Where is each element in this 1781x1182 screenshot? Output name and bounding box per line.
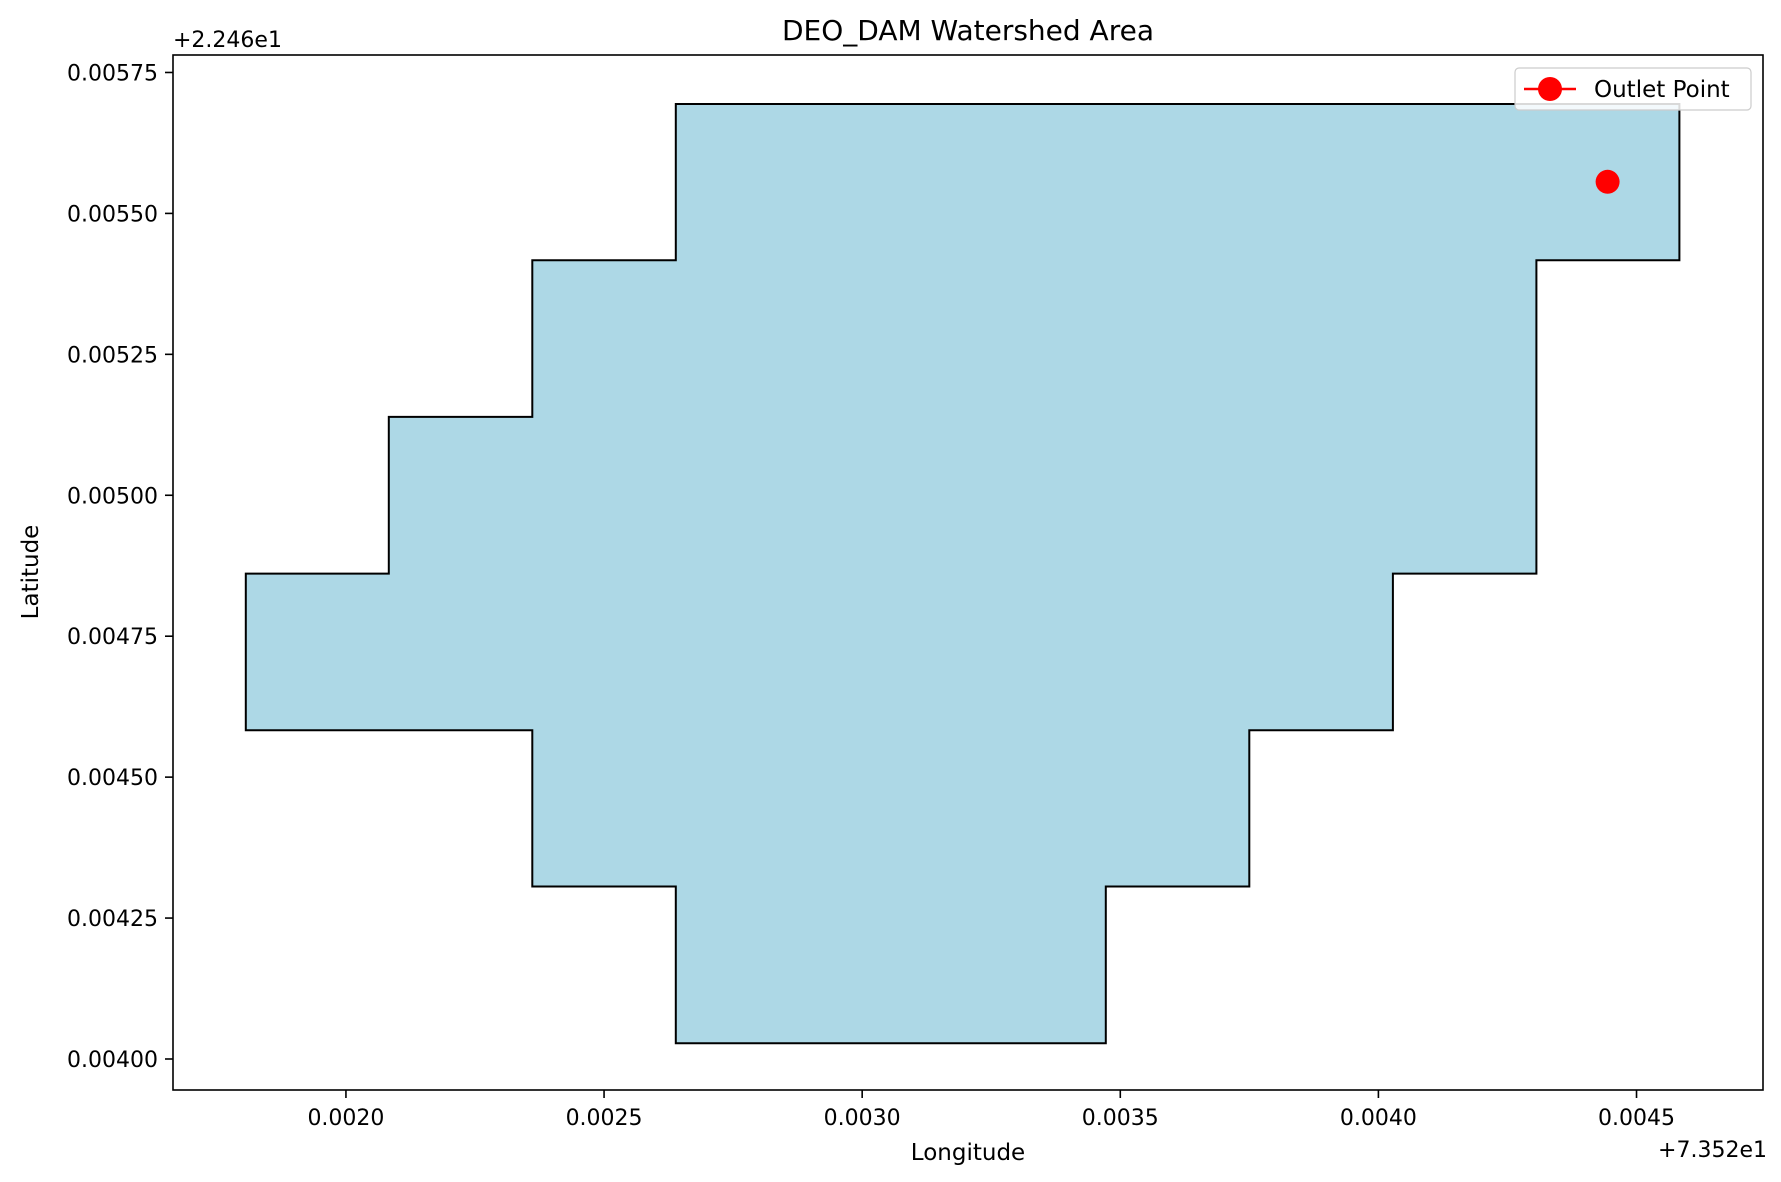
x-tick-label: 0.0035 (1082, 1106, 1159, 1131)
y-axis-label: Latitude (18, 525, 44, 620)
y-tick-label: 0.00500 (67, 484, 158, 509)
x-tick-label: 0.0025 (566, 1106, 643, 1131)
legend-label: Outlet Point (1594, 77, 1730, 103)
legend: Outlet Point (1514, 67, 1752, 111)
y-tick-label: 0.00525 (67, 343, 158, 368)
y-tick-label: 0.00475 (67, 625, 158, 650)
y-tick-label: 0.00575 (67, 61, 158, 86)
x-axis-label: Longitude (911, 1140, 1025, 1166)
outlet-point-marker (1595, 169, 1620, 194)
watershed-polygon (244, 103, 1681, 1045)
legend-box (1514, 67, 1752, 111)
chart-title: DEO_DAM Watershed Area (782, 14, 1154, 47)
legend-marker-swatch (1538, 77, 1562, 101)
x-tick-label: 0.0020 (307, 1106, 384, 1131)
x-offset-label: +7.352e1 (1658, 1138, 1767, 1163)
y-tick-label: 0.00450 (67, 766, 158, 791)
x-tick-label: 0.0030 (824, 1106, 901, 1131)
x-tick-label: 0.0040 (1340, 1106, 1417, 1131)
y-axis-ticks: 0.00400 0.00425 0.00450 0.00475 0.00500 0.005… (67, 61, 173, 1073)
y-tick-label: 0.00425 (67, 907, 158, 932)
y-tick-label: 0.00400 (67, 1048, 158, 1073)
x-axis-ticks: 0.0020 0.0025 0.0030 0.0035 0.0040 0.0045 (307, 1090, 1675, 1131)
axes-frame (172, 54, 1764, 1091)
x-tick-label: 0.0045 (1598, 1106, 1675, 1131)
plot-area (244, 103, 1681, 1045)
y-offset-label: +2.246e1 (173, 28, 282, 53)
y-tick-label: 0.00550 (67, 202, 158, 227)
